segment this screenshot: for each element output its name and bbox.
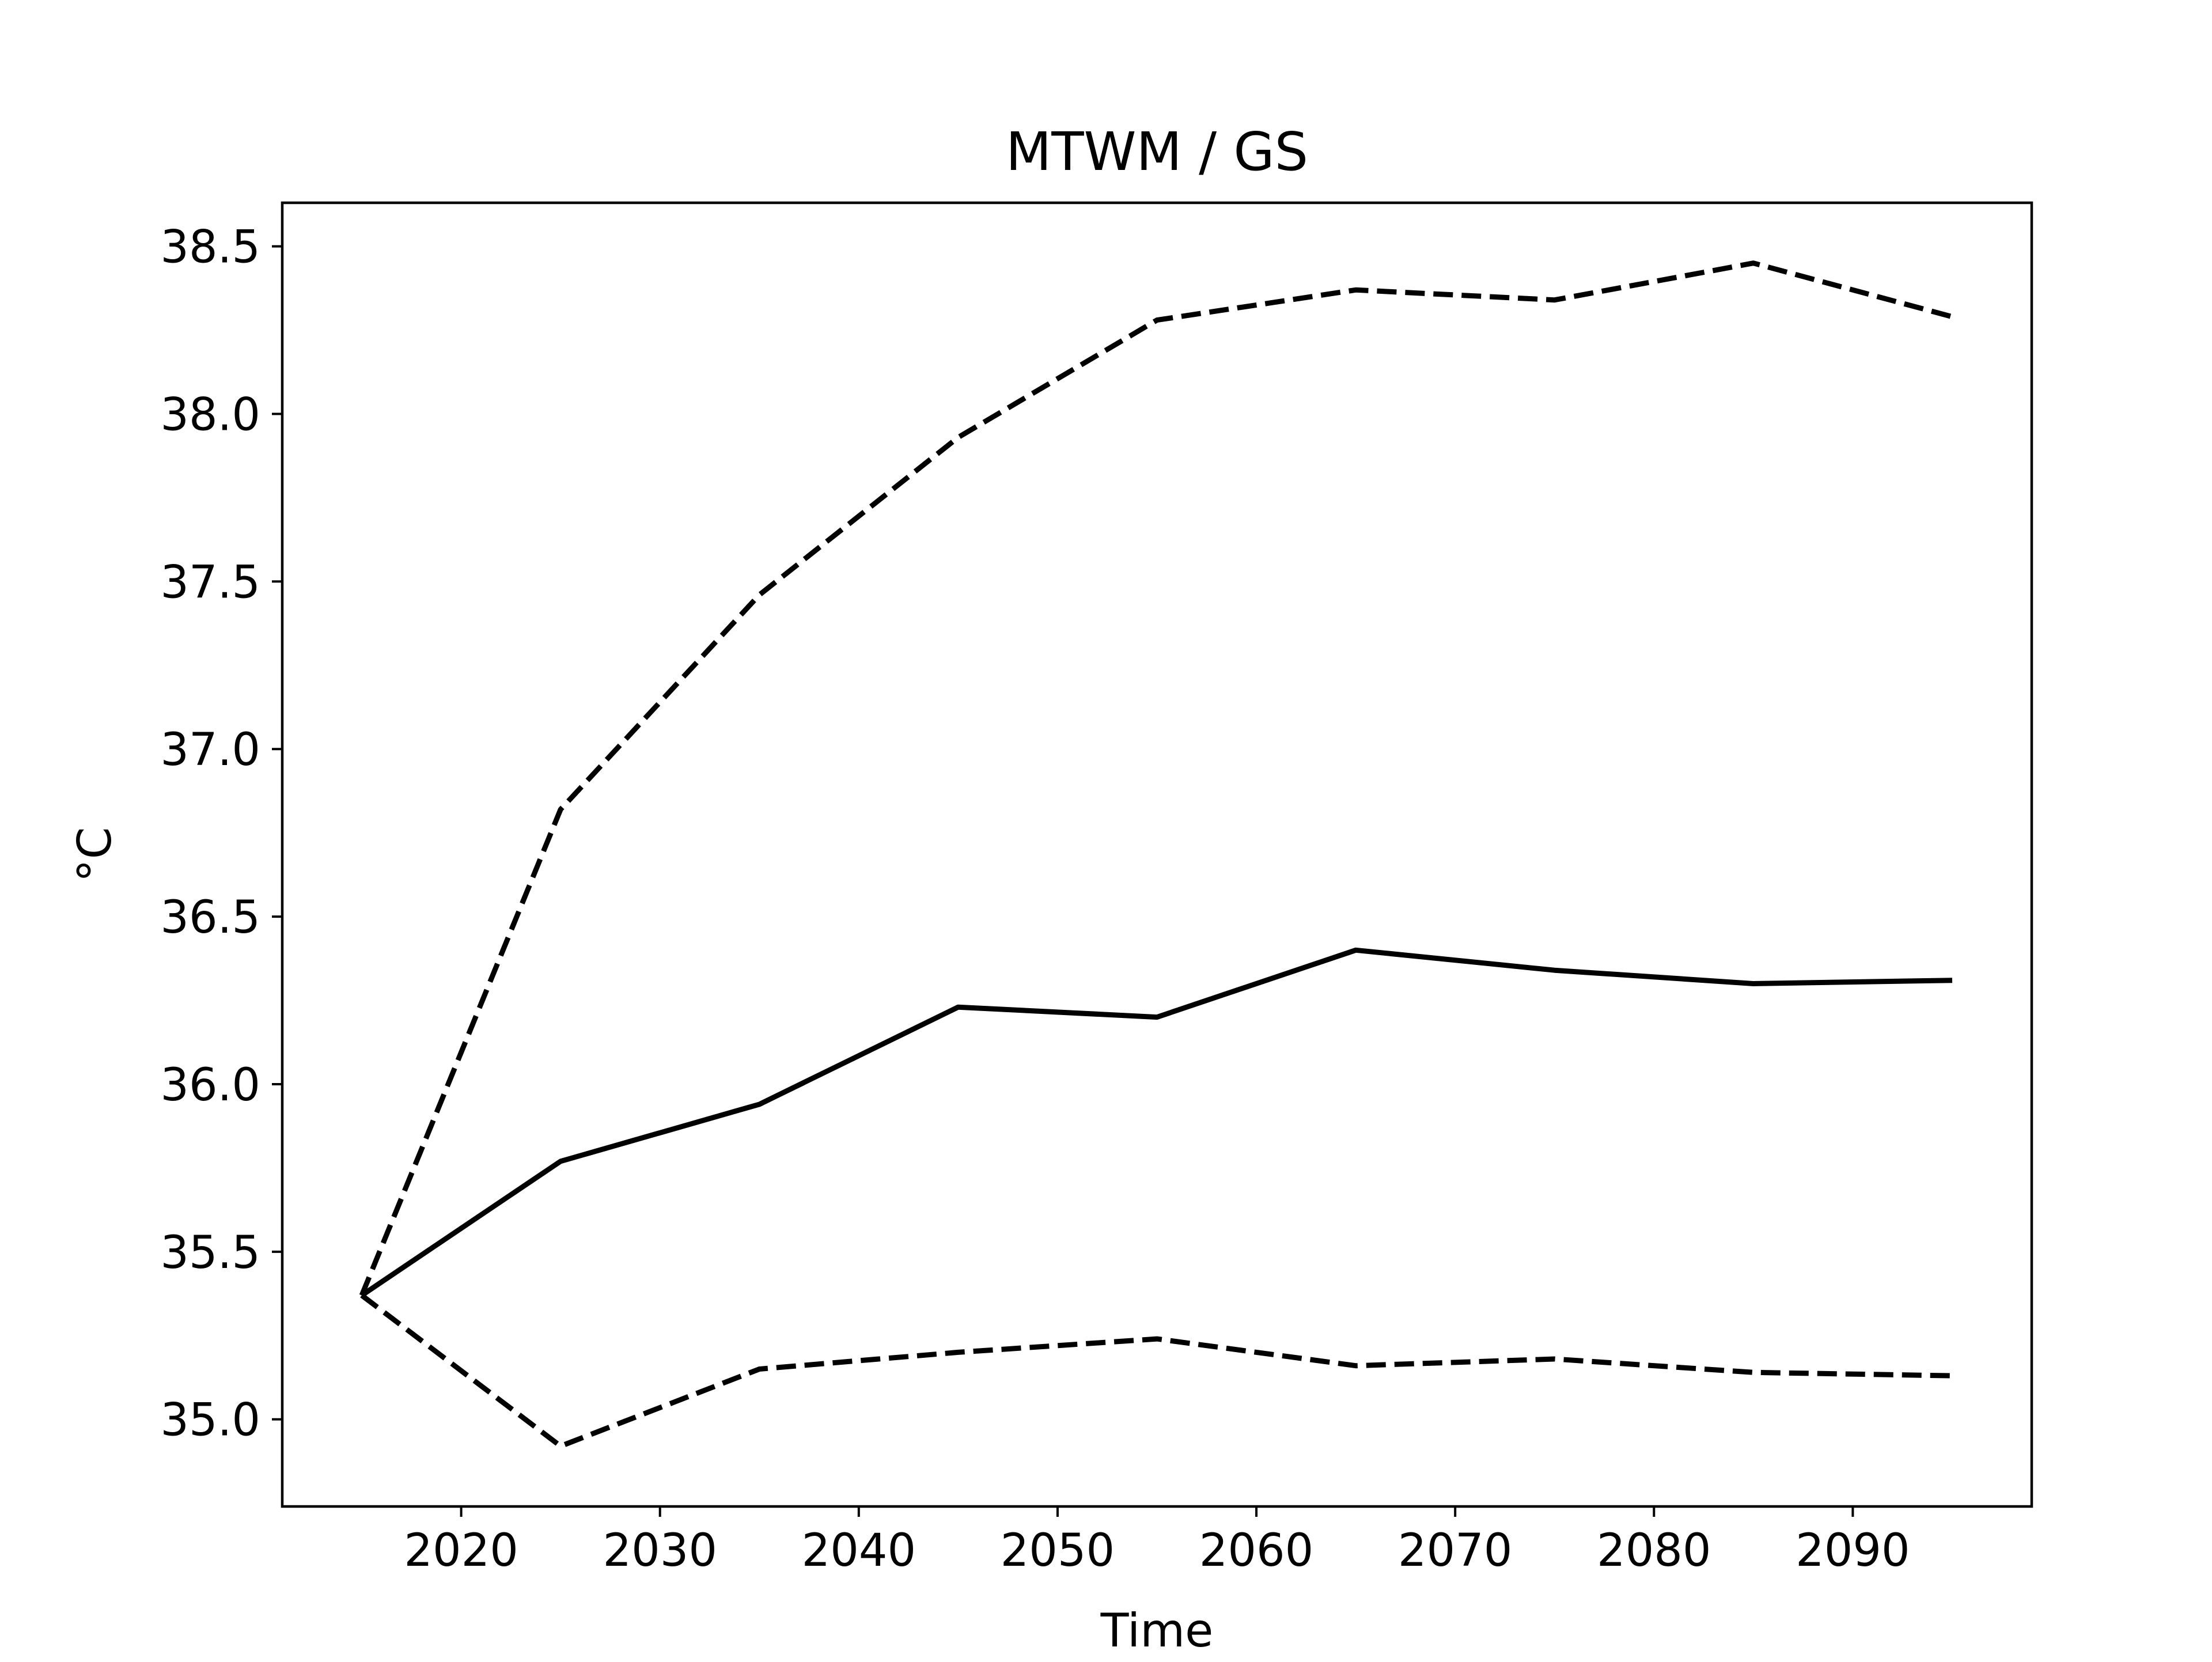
x-tick-label: 2030: [603, 1525, 717, 1577]
plot-frame: [281, 201, 2033, 1508]
y-tick-label: 38.0: [160, 389, 260, 441]
plot-marks: [359, 260, 1953, 1449]
y-tick-label: 37.5: [160, 556, 260, 608]
axis-ticks: 2020 2030 2040 2050 2060 2070 2080 2090 35.0 35.5…: [160, 222, 1910, 1577]
x-tick-label: 2080: [1597, 1525, 1711, 1577]
x-tick-label: 2070: [1398, 1525, 1513, 1577]
median-line: [360, 947, 1953, 1298]
y-tick-label: 36.0: [160, 1059, 260, 1111]
x-tick-label: 2040: [802, 1525, 916, 1577]
lower-bound-line: [360, 1293, 1953, 1449]
upper-bound-line: [359, 260, 1953, 1297]
x-axis-label: Time: [1100, 1604, 1214, 1657]
y-tick-label: 37.0: [160, 724, 260, 776]
x-tick-label: 2060: [1199, 1525, 1314, 1577]
y-tick-label: 38.5: [160, 222, 260, 274]
x-tick-label: 2090: [1796, 1525, 1910, 1577]
x-tick-label: 2020: [404, 1525, 518, 1577]
y-tick-label: 36.5: [160, 892, 260, 944]
y-axis-label: °C: [68, 827, 122, 883]
x-tick-label: 2050: [1001, 1525, 1115, 1577]
y-tick-label: 35.0: [160, 1395, 260, 1447]
y-tick-label: 35.5: [160, 1227, 260, 1279]
chart-title: MTWM / GS: [1006, 121, 1308, 183]
